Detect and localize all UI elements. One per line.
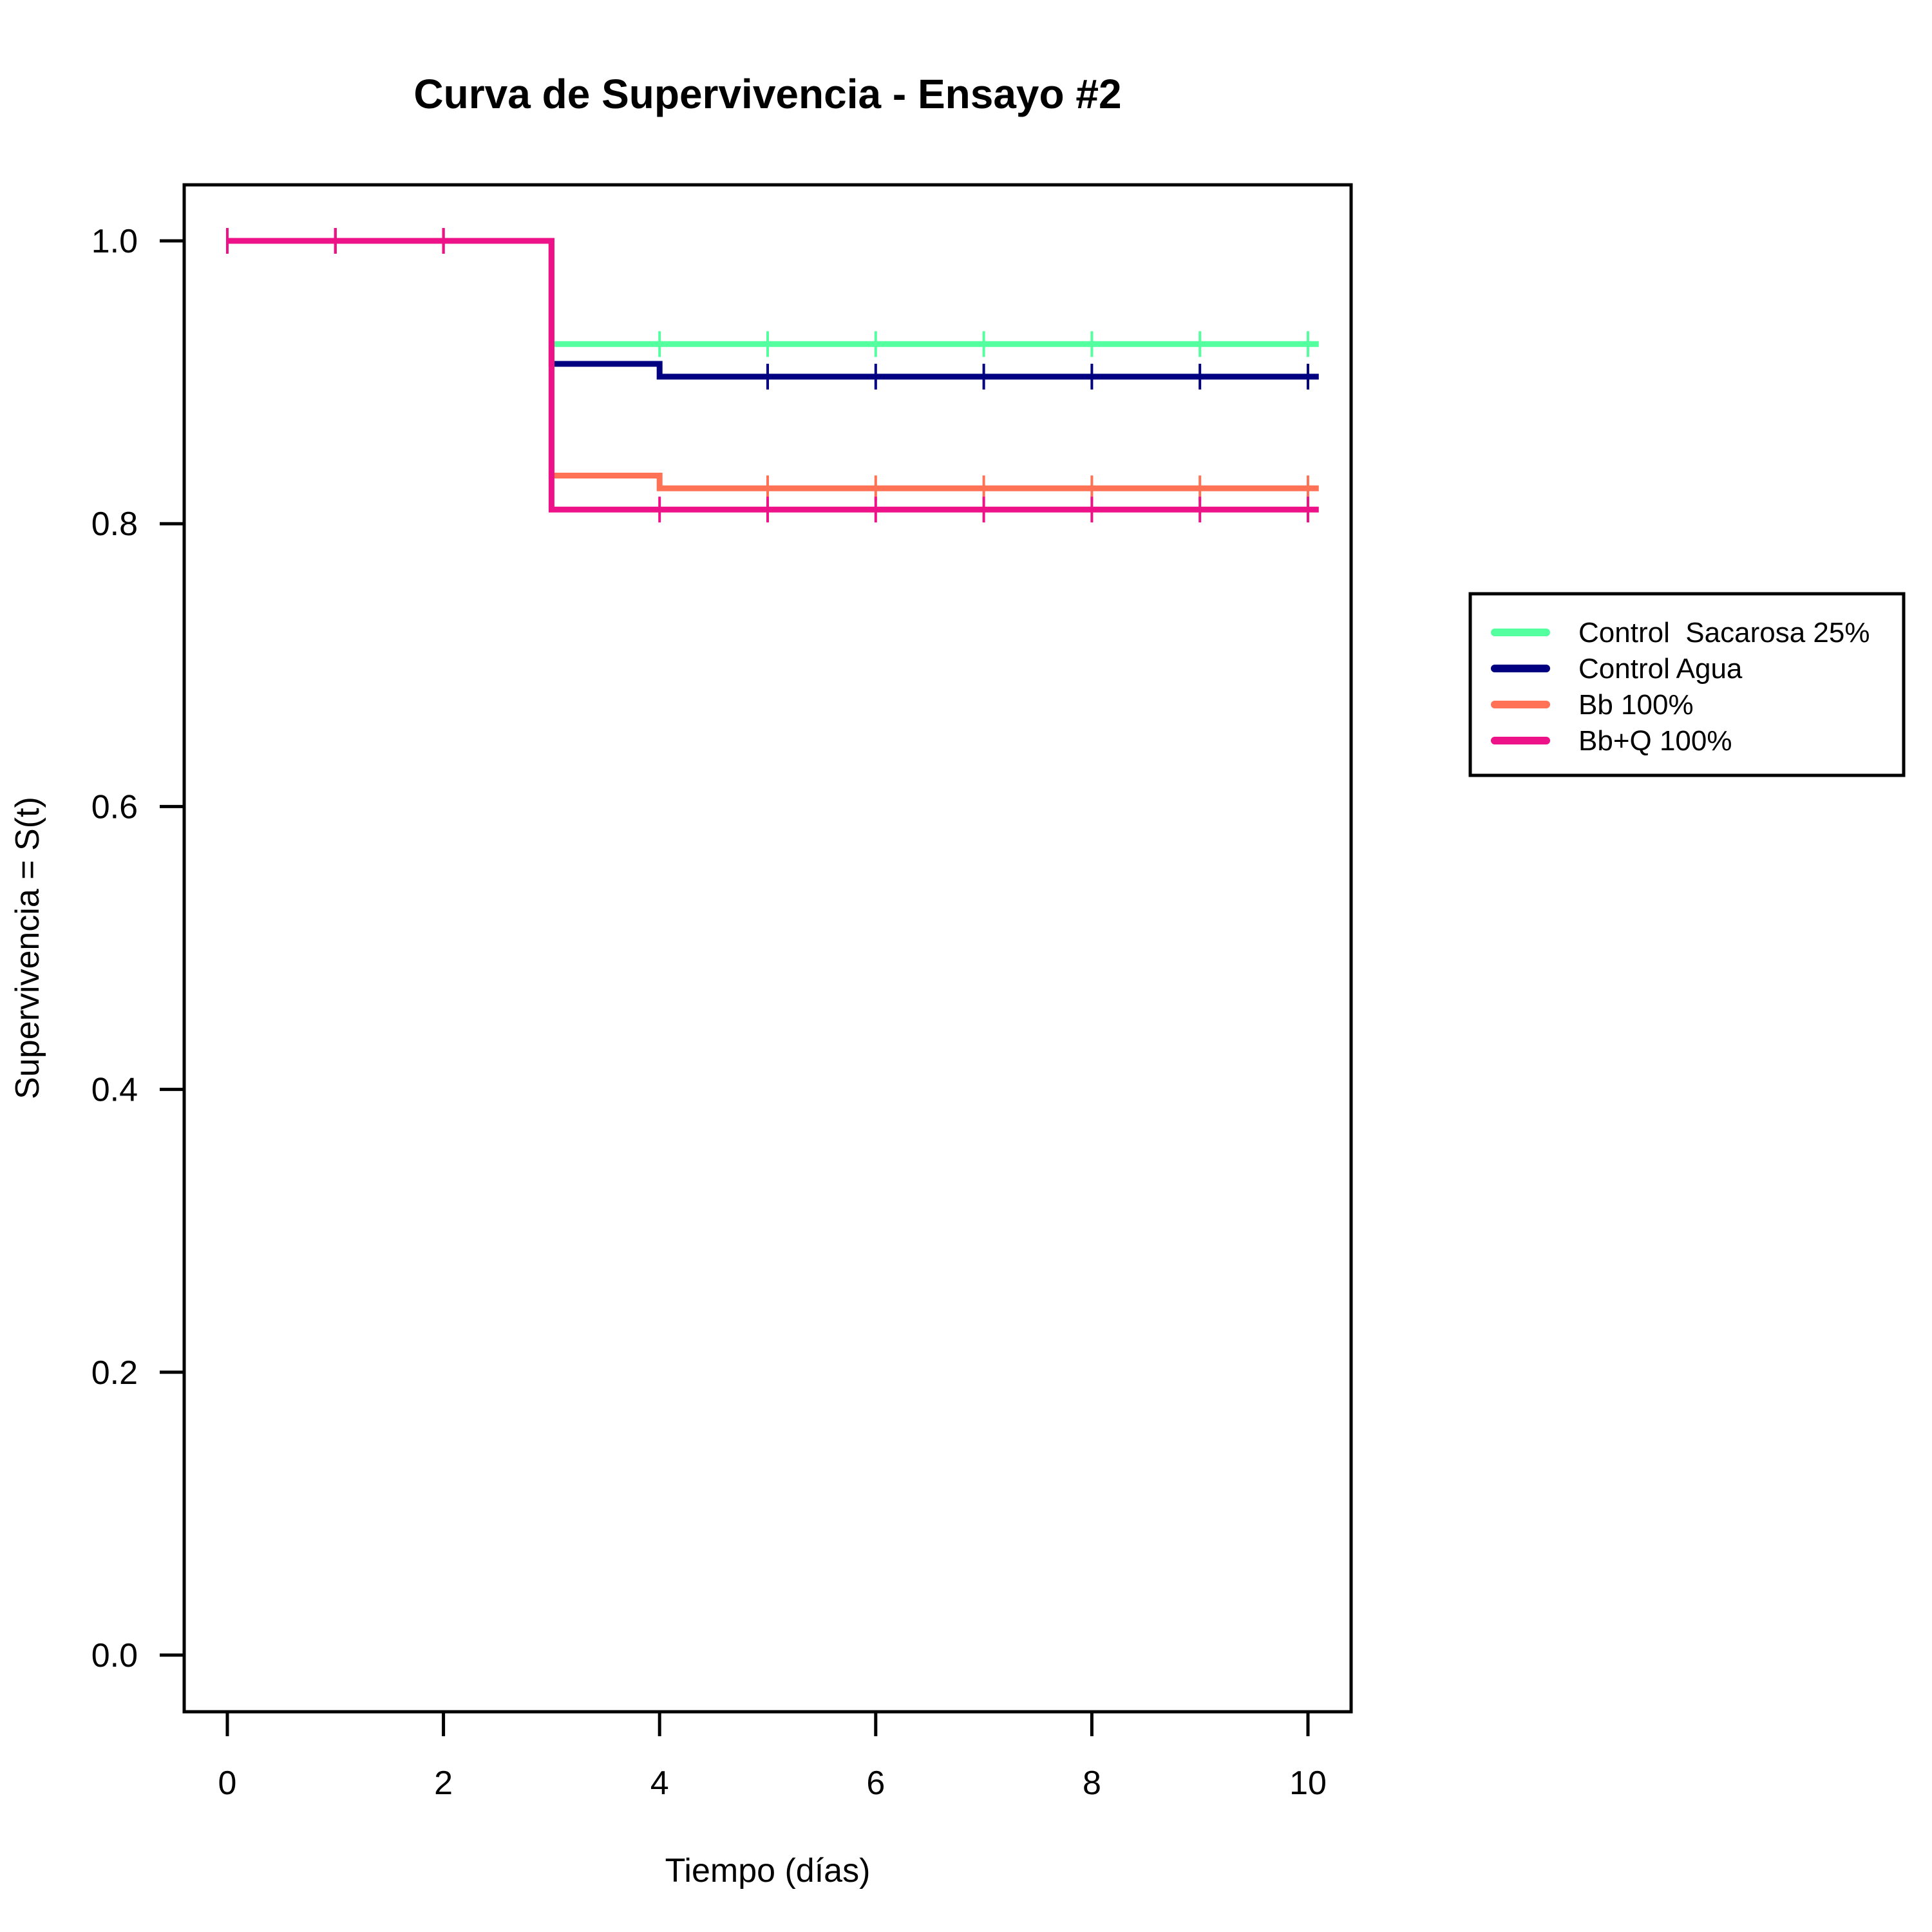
y-tick-label: 0.2 (91, 1354, 138, 1392)
series-4 (226, 228, 1319, 523)
survival-step-line (227, 238, 1319, 380)
x-tick-label: 2 (434, 1765, 453, 1802)
x-tick-label: 4 (650, 1765, 669, 1802)
x-tick-label: 10 (1289, 1765, 1327, 1802)
x-axis-label: Tiempo (días) (665, 1852, 871, 1889)
legend-label: Bb 100% (1578, 689, 1694, 721)
series-1 (226, 228, 1319, 357)
y-tick-label: 0.6 (91, 788, 138, 826)
x-tick-label: 6 (866, 1765, 885, 1802)
y-tick-label: 0.4 (91, 1072, 138, 1109)
y-axis-label: Supervivencia = S(t) (9, 797, 46, 1099)
survival-step-line (227, 238, 1319, 347)
legend-label: Bb+Q 100% (1578, 725, 1732, 757)
series-3 (226, 228, 1319, 502)
x-tick-label: 8 (1083, 1765, 1101, 1802)
series-layer (226, 228, 1319, 523)
y-axis: 0.0 0.2 0.4 0.6 0.8 1.0 (91, 223, 186, 1674)
chart-title: Curva de Supervivencia - Ensayo #2 (413, 71, 1121, 117)
y-tick-label: 0.0 (91, 1637, 138, 1674)
legend-box (1468, 592, 1906, 777)
y-tick-label: 1.0 (91, 223, 138, 260)
legend-label: Control Sacarosa 25% (1578, 617, 1870, 649)
survival-step-line (227, 238, 1319, 491)
y-tick-label: 0.8 (91, 506, 138, 543)
x-axis: 0 2 4 6 8 10 (218, 1710, 1327, 1802)
plot-frame (182, 183, 1353, 1714)
survival-step-line (227, 238, 1319, 513)
legend: Control Sacarosa 25% Control Agua Bb 100% B… (1468, 592, 1906, 777)
series-2 (226, 228, 1319, 390)
x-tick-label: 0 (218, 1765, 237, 1802)
legend-label: Control Agua (1578, 653, 1743, 685)
